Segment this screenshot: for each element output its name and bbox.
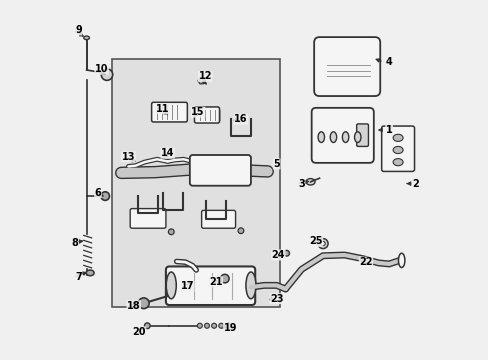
- Text: 2: 2: [412, 179, 419, 189]
- FancyBboxPatch shape: [151, 102, 187, 122]
- FancyBboxPatch shape: [130, 208, 165, 228]
- Bar: [112, 59, 280, 307]
- Text: 21: 21: [209, 277, 222, 287]
- Text: 14: 14: [161, 148, 174, 158]
- Text: 12: 12: [198, 71, 211, 81]
- Ellipse shape: [305, 179, 314, 185]
- Ellipse shape: [283, 250, 289, 256]
- Ellipse shape: [245, 272, 255, 299]
- Text: 17: 17: [180, 282, 194, 292]
- Text: 3: 3: [298, 179, 305, 189]
- Ellipse shape: [101, 192, 109, 201]
- Ellipse shape: [138, 298, 149, 309]
- FancyBboxPatch shape: [381, 126, 414, 171]
- Text: 6: 6: [95, 188, 101, 198]
- Text: 7: 7: [75, 272, 81, 282]
- Polygon shape: [198, 78, 205, 84]
- Text: 10: 10: [95, 64, 108, 74]
- Ellipse shape: [144, 323, 150, 329]
- Text: 24: 24: [271, 250, 285, 260]
- Ellipse shape: [166, 272, 176, 299]
- FancyBboxPatch shape: [313, 37, 380, 96]
- Text: 16: 16: [234, 114, 247, 124]
- Ellipse shape: [204, 323, 209, 328]
- FancyBboxPatch shape: [311, 108, 373, 163]
- Text: 9: 9: [75, 25, 81, 35]
- Ellipse shape: [238, 228, 244, 234]
- FancyBboxPatch shape: [194, 107, 219, 123]
- Ellipse shape: [392, 134, 402, 141]
- FancyBboxPatch shape: [201, 210, 235, 228]
- Ellipse shape: [317, 239, 327, 249]
- Ellipse shape: [101, 69, 112, 80]
- Ellipse shape: [225, 323, 230, 328]
- Ellipse shape: [220, 274, 229, 283]
- Ellipse shape: [329, 132, 336, 143]
- Ellipse shape: [320, 242, 325, 246]
- Text: 1: 1: [385, 125, 392, 135]
- FancyBboxPatch shape: [356, 124, 367, 147]
- Ellipse shape: [211, 323, 216, 328]
- Ellipse shape: [317, 132, 324, 143]
- FancyBboxPatch shape: [189, 155, 250, 186]
- Text: 13: 13: [122, 152, 135, 162]
- Text: 8: 8: [71, 238, 78, 248]
- Text: 11: 11: [155, 104, 169, 113]
- Ellipse shape: [168, 229, 174, 235]
- Text: 19: 19: [223, 323, 237, 333]
- Ellipse shape: [342, 132, 348, 143]
- Text: 5: 5: [273, 159, 280, 169]
- Ellipse shape: [197, 323, 202, 328]
- FancyBboxPatch shape: [165, 266, 255, 305]
- Text: 22: 22: [359, 257, 372, 267]
- Text: 15: 15: [191, 107, 204, 117]
- Text: 18: 18: [127, 301, 140, 311]
- Ellipse shape: [86, 270, 94, 276]
- Ellipse shape: [398, 253, 404, 267]
- Ellipse shape: [83, 36, 89, 40]
- Text: 20: 20: [132, 327, 145, 337]
- Text: 25: 25: [308, 237, 322, 247]
- Ellipse shape: [392, 147, 402, 154]
- Text: 4: 4: [385, 57, 392, 67]
- Ellipse shape: [392, 158, 402, 166]
- Text: 23: 23: [269, 294, 283, 303]
- Ellipse shape: [218, 323, 224, 328]
- Ellipse shape: [354, 132, 360, 143]
